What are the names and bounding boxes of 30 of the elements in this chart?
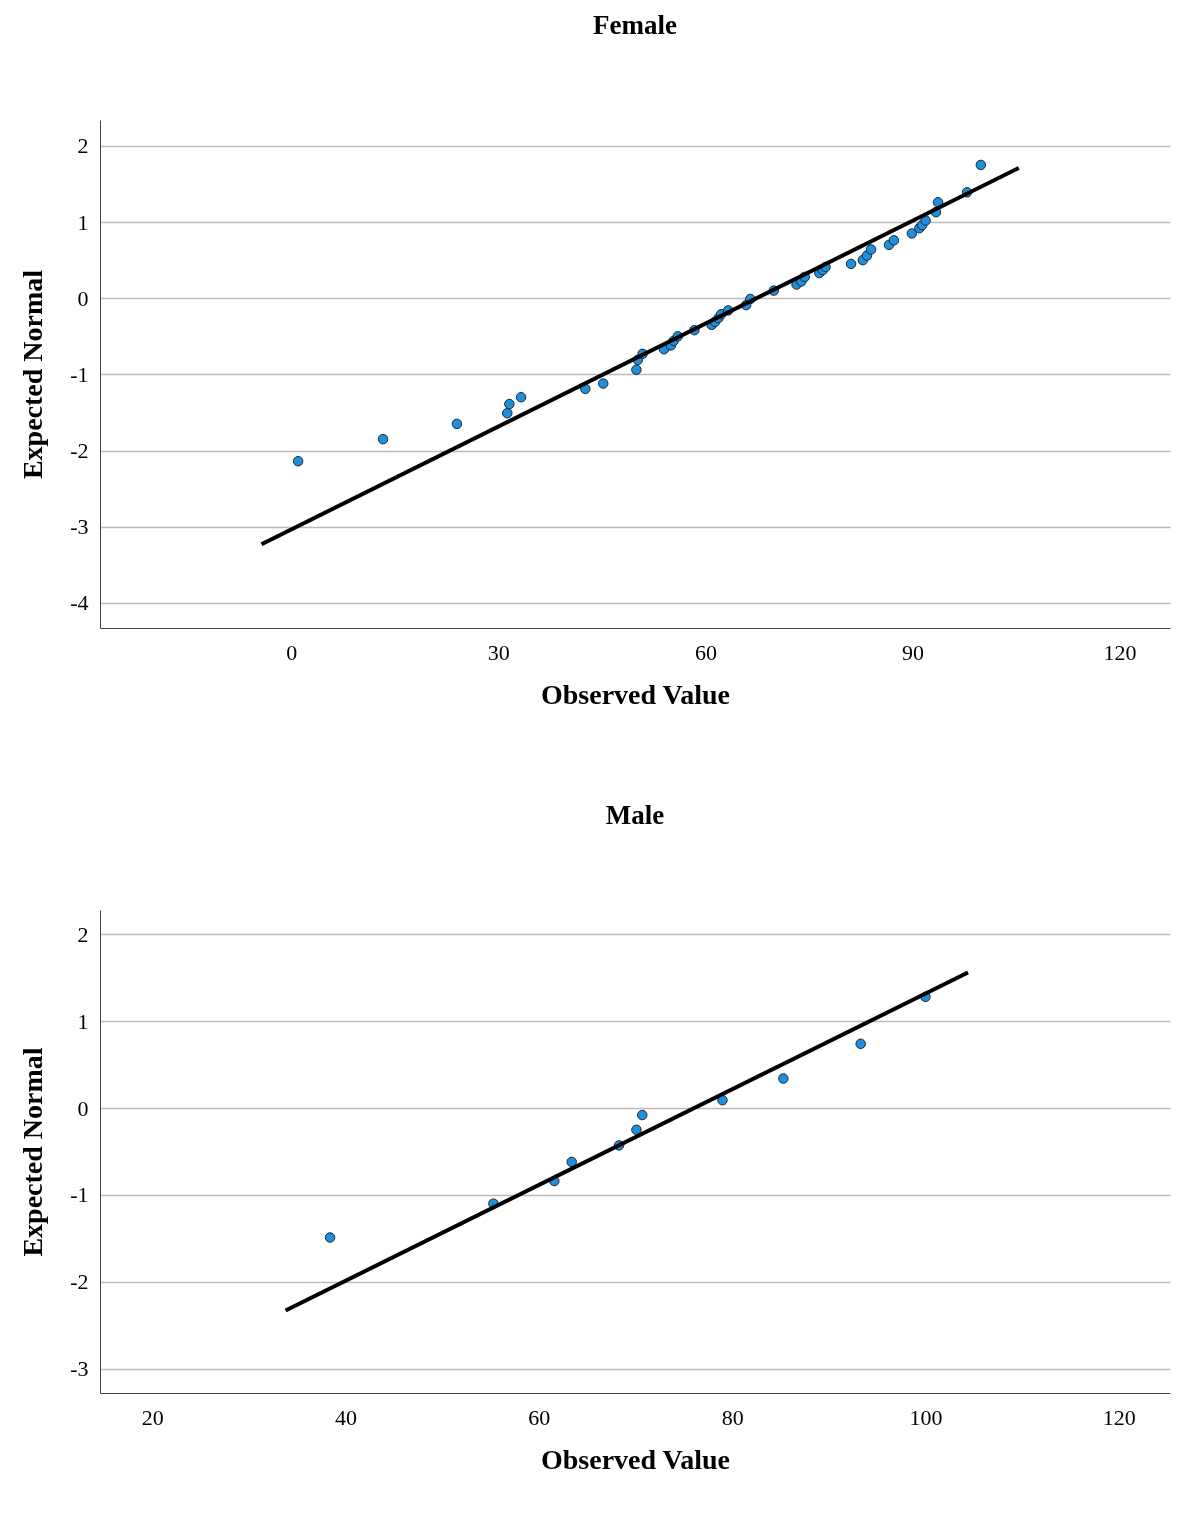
y-tick-label: -1 [70,1182,89,1208]
y-tick-label: -2 [70,1269,89,1295]
y-axis-title: Expected Normal [17,1047,49,1257]
x-tick-label: 60 [694,639,717,665]
y-axis-title: Expected Normal [17,269,49,480]
x-tick-label: 0 [286,639,298,665]
y-tick-label: 1 [77,1008,89,1034]
x-tick-label: 40 [335,1404,358,1430]
y-tick-label: 1 [77,209,89,235]
y-tick-label: -1 [70,361,89,387]
y-tick-label: -4 [70,590,89,616]
y-tick-label: -3 [70,514,89,540]
y-tick-label: 2 [77,921,89,947]
x-tick-label: 20 [141,1404,164,1430]
x-tick-label: 90 [902,639,925,665]
x-tick-label: 120 [1102,1404,1136,1430]
x-axis-title: Observed Value [540,678,731,710]
x-axis-title: Observed Value [540,1443,731,1475]
x-tick-label: 30 [487,639,510,665]
x-tick-label: 60 [528,1404,551,1430]
chart-title: Male [605,800,665,830]
chart-title: Female [593,10,677,40]
y-tick-label: -3 [70,1356,89,1382]
y-tick-label: -2 [70,438,89,464]
y-tick-label: 0 [77,285,89,311]
y-tick-label: 0 [77,1095,89,1121]
x-tick-label: 100 [909,1404,943,1430]
y-tick-label: 2 [77,133,89,159]
x-tick-label: 80 [721,1404,744,1430]
x-tick-label: 120 [1103,639,1137,665]
